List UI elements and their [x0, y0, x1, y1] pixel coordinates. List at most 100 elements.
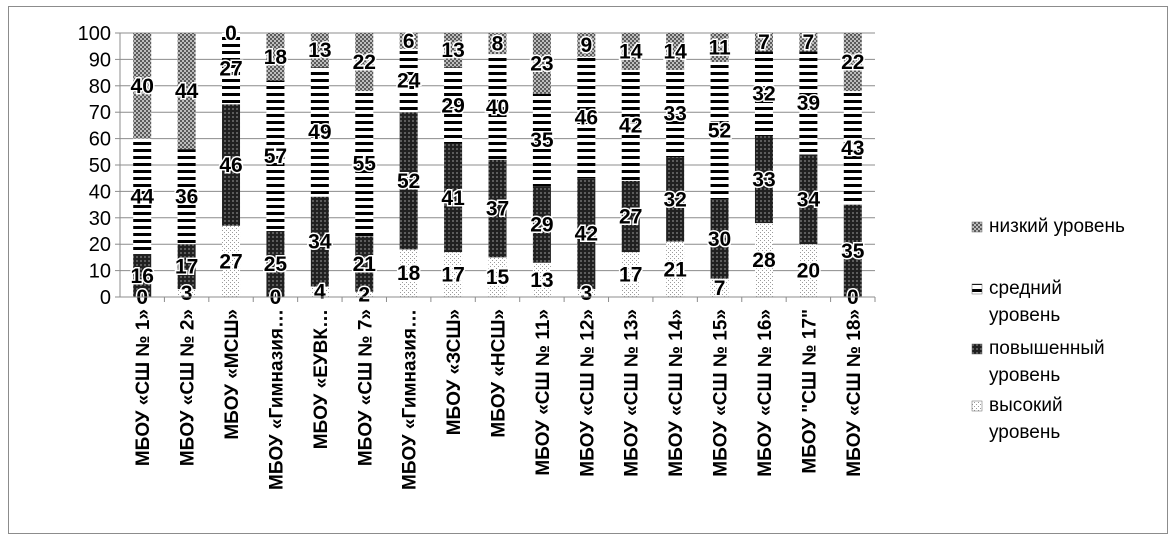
data-label: 44: [131, 186, 155, 209]
x-category-label: МБОУ «СШ № 1»: [133, 309, 154, 466]
bar-segment-elevated: [399, 112, 418, 250]
data-label: 13: [530, 269, 553, 292]
data-label: 40: [131, 75, 154, 98]
bar-segment-elevated: [799, 154, 818, 245]
data-label: 18: [397, 262, 421, 285]
data-label: 17: [175, 256, 198, 279]
data-label: 16: [131, 265, 154, 288]
bar-segment-high: [222, 225, 241, 297]
data-label: 7: [758, 31, 770, 54]
data-label: 49: [308, 121, 331, 144]
bar-segment-medium: [177, 149, 196, 245]
data-label: 14: [619, 40, 643, 63]
legend-label: повышенный: [989, 338, 1105, 359]
bar-segment-medium: [532, 93, 551, 187]
bar-segment-elevated: [266, 231, 285, 297]
bar-segment-high: [621, 252, 640, 297]
bar-segment-medium: [710, 62, 729, 200]
bar-segment-medium: [355, 91, 374, 237]
data-label: 3: [580, 282, 592, 305]
y-tick-label: 50: [89, 155, 111, 177]
legend-label: низкий уровень: [989, 216, 1125, 237]
legend-label: уровень: [989, 365, 1060, 386]
x-category-label: МБОУ «СШ № 7»: [355, 309, 376, 466]
bar-segment-elevated: [754, 135, 773, 224]
bar-segment-elevated: [843, 204, 862, 297]
bar-segment-elevated: [310, 196, 329, 287]
data-label: 25: [264, 253, 288, 276]
data-label: 7: [803, 31, 815, 54]
data-label: 6: [403, 30, 415, 53]
data-label: 4: [314, 281, 326, 304]
data-label: 32: [752, 83, 775, 106]
bar-segment-high: [799, 244, 818, 297]
y-tick-label: 100: [78, 23, 111, 45]
bar-segment-low: [399, 33, 418, 49]
bar-segment-low: [444, 33, 463, 68]
y-tick-label: 20: [89, 234, 111, 256]
data-label: 32: [663, 188, 686, 211]
data-label: 13: [441, 39, 464, 62]
bar-segment-medium: [266, 80, 285, 232]
bar-segment-low: [532, 33, 551, 94]
data-label: 7: [714, 277, 726, 300]
data-label: 3: [181, 282, 193, 305]
bar-segment-low: [843, 33, 862, 92]
bar-segment-medium: [444, 67, 463, 144]
legend-item: средний уровень: [971, 278, 1062, 326]
data-label: 14: [663, 40, 687, 63]
legend-label: средний: [989, 278, 1062, 299]
data-label: 55: [353, 153, 377, 176]
legend-swatch: [971, 400, 983, 412]
bar-segment-high: [488, 257, 507, 297]
data-label: 21: [663, 258, 687, 281]
bar-segment-elevated: [488, 159, 507, 258]
bar-segment-medium: [666, 69, 685, 158]
data-label: 27: [619, 205, 642, 228]
bar-segment-low: [621, 33, 640, 70]
bar-segment-high: [577, 289, 596, 297]
data-label: 30: [708, 228, 731, 251]
data-label: 37: [486, 198, 509, 221]
bar-segment-medium: [843, 91, 862, 205]
legend-label: уровень: [989, 422, 1060, 443]
bar-segment-high: [532, 262, 551, 297]
x-category-label: МБОУ «СШ № 12»: [577, 309, 598, 477]
legend-swatch: [971, 283, 983, 295]
data-label: 29: [530, 213, 553, 236]
data-label: 33: [752, 169, 775, 192]
bar-segment-medium: [222, 33, 241, 105]
y-tick-label: 10: [89, 261, 111, 283]
bar-segment-elevated: [177, 244, 196, 290]
data-label: 0: [225, 22, 237, 45]
bar-segment-elevated: [444, 143, 463, 253]
data-label: 23: [530, 52, 553, 75]
y-tick-label: 40: [89, 181, 111, 203]
legend-item: высокий уровень: [971, 395, 1063, 443]
bar-segment-medium: [488, 54, 507, 160]
y-tick-label: 30: [89, 208, 111, 230]
data-label: 46: [575, 106, 598, 129]
x-category-label: МБОУ «ЕУВК…: [311, 309, 332, 449]
data-label: 44: [175, 80, 199, 103]
data-label: 36: [175, 186, 198, 209]
bar-segment-elevated: [355, 236, 374, 292]
data-label: 27: [219, 250, 242, 273]
x-category-label: МБОУ «Гимназия…: [400, 309, 421, 490]
data-label: 20: [797, 260, 820, 283]
data-label: 34: [308, 231, 332, 254]
data-labels: 0164440317364427462700255718434491322155…: [129, 21, 866, 311]
bar-segment-high: [754, 223, 773, 297]
bar-segment-low: [799, 33, 818, 52]
bar-segment-high: [710, 278, 729, 297]
bar-segment-elevated: [133, 254, 152, 297]
bar-segment-high: [444, 252, 463, 297]
bar-segment-high: [666, 241, 685, 297]
bar-segment-medium: [133, 138, 152, 255]
bar-segment-high: [399, 249, 418, 297]
data-label: 29: [441, 95, 464, 118]
bar-segment-high: [355, 291, 374, 297]
bar-segment-medium: [310, 67, 329, 197]
data-label: 33: [663, 103, 686, 126]
